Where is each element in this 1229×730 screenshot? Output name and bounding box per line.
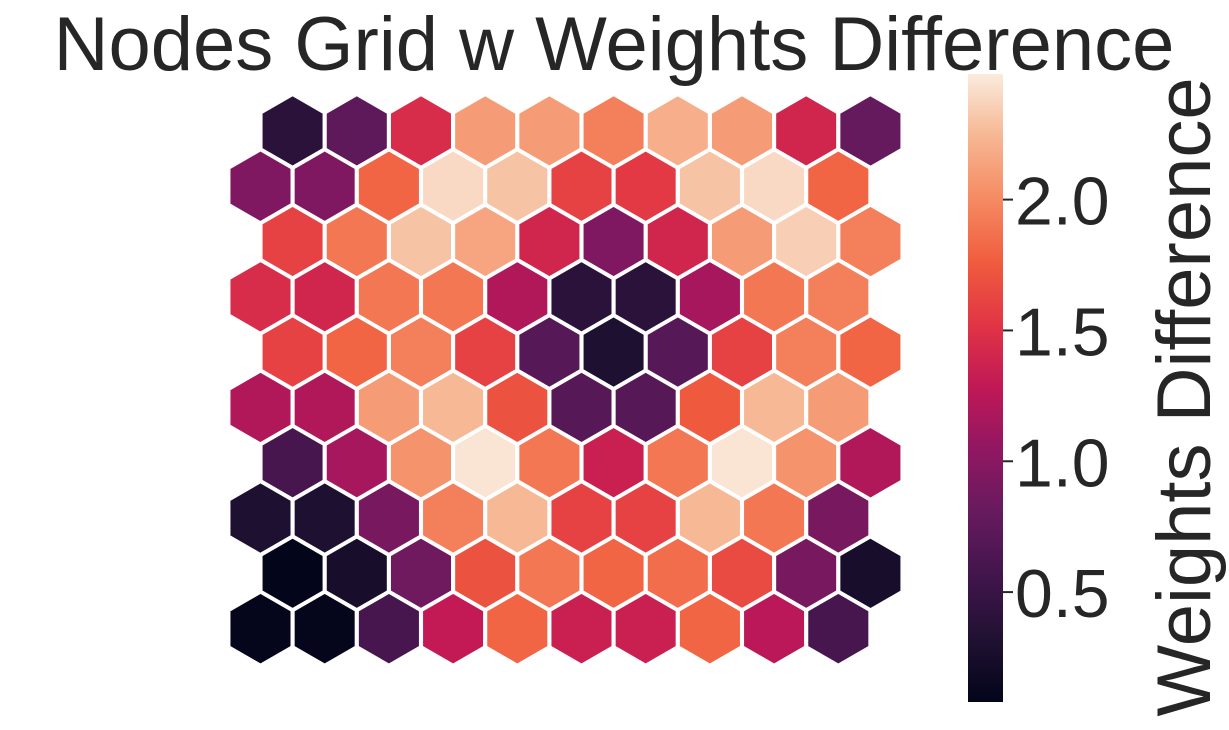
hex-cell-r9-c0 bbox=[226, 589, 295, 669]
hex-cell-r9-c9 bbox=[804, 589, 873, 669]
colorbar-tick-label: 0.5 bbox=[1015, 556, 1110, 632]
hex-cell-r9-c2 bbox=[354, 589, 423, 669]
colorbar-ticks: 0.5 1.0 1.5 2.0 bbox=[1003, 164, 1110, 632]
colorbar-gradient bbox=[968, 74, 1003, 702]
colorbar-tick-label: 1.0 bbox=[1015, 425, 1110, 501]
colorbar-tick-label: 2.0 bbox=[1015, 164, 1110, 240]
hex-cell-r9-c4 bbox=[483, 589, 552, 669]
hex-cell-r9-c5 bbox=[547, 589, 616, 669]
chart-title: Nodes Grid w Weights Difference bbox=[54, 2, 1175, 87]
hex-cell-r9-c8 bbox=[740, 589, 809, 669]
hex-cell-r9-c1 bbox=[290, 589, 359, 669]
hex-cell-r9-c3 bbox=[419, 589, 488, 669]
hex-cell-r9-c6 bbox=[611, 589, 680, 669]
colorbar-tick-label: 1.5 bbox=[1015, 294, 1110, 370]
colorbar-label: Weights Difference bbox=[1142, 77, 1227, 716]
colorbar: 0.5 1.0 1.5 2.0 bbox=[968, 74, 1110, 702]
hex-grid bbox=[226, 91, 905, 669]
hex-cell-r9-c7 bbox=[675, 589, 744, 669]
